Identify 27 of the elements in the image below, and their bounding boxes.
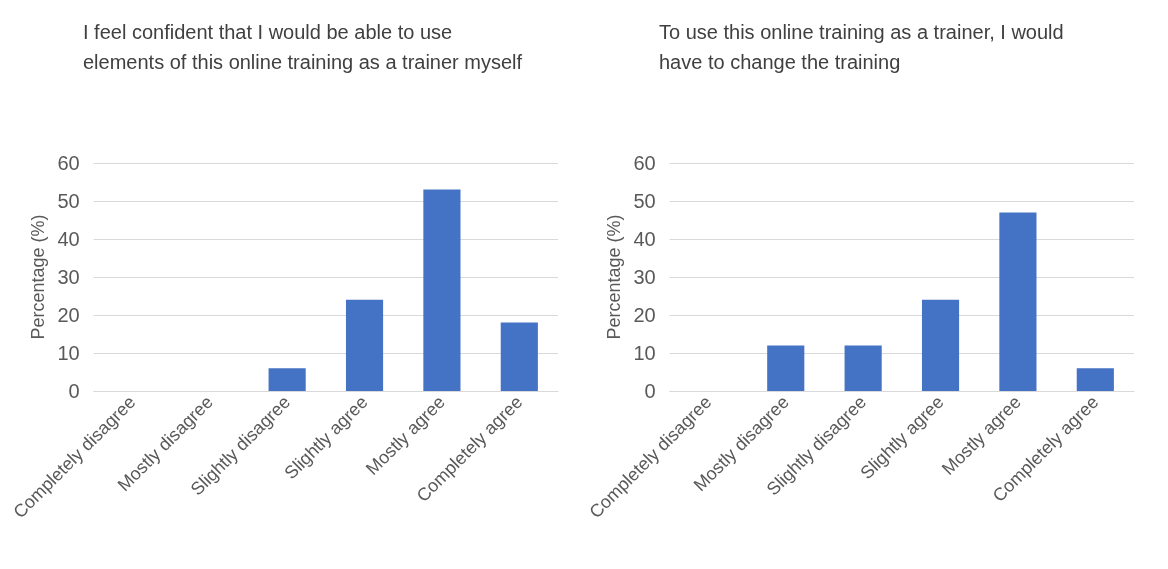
y-tick-label: 60 <box>57 152 80 174</box>
y-tick-label: 0 <box>644 380 656 402</box>
y-tick-label: 10 <box>57 342 80 364</box>
bar <box>921 299 960 391</box>
y-tick-label: 50 <box>633 190 656 212</box>
bar <box>268 368 306 391</box>
y-tick-label: 30 <box>57 266 80 288</box>
y-tick-label: 40 <box>57 228 80 250</box>
y-tick-label: 0 <box>68 380 80 402</box>
bar <box>345 299 384 391</box>
y-tick-label: 60 <box>633 152 656 174</box>
chart-title: I feel confident that I would be able to use elements of this online training as a trainer myself <box>83 21 523 73</box>
bar <box>423 189 461 391</box>
y-tick-label: 50 <box>57 190 80 212</box>
y-tick-label: 20 <box>57 304 80 326</box>
bar <box>500 322 538 391</box>
y-axis-title: Percentage (%) <box>603 214 624 340</box>
y-tick-label: 30 <box>633 266 656 288</box>
bar <box>844 345 882 391</box>
y-tick-label: 10 <box>633 342 656 364</box>
y-tick-label: 40 <box>633 228 656 250</box>
y-axis-title: Percentage (%) <box>27 214 48 340</box>
y-tick-label: 20 <box>633 304 656 326</box>
bar <box>767 345 805 391</box>
bar <box>999 212 1037 391</box>
chart-title: To use this online training as a trainer, I would have to change the training <box>659 21 1070 73</box>
bar <box>1076 368 1114 391</box>
